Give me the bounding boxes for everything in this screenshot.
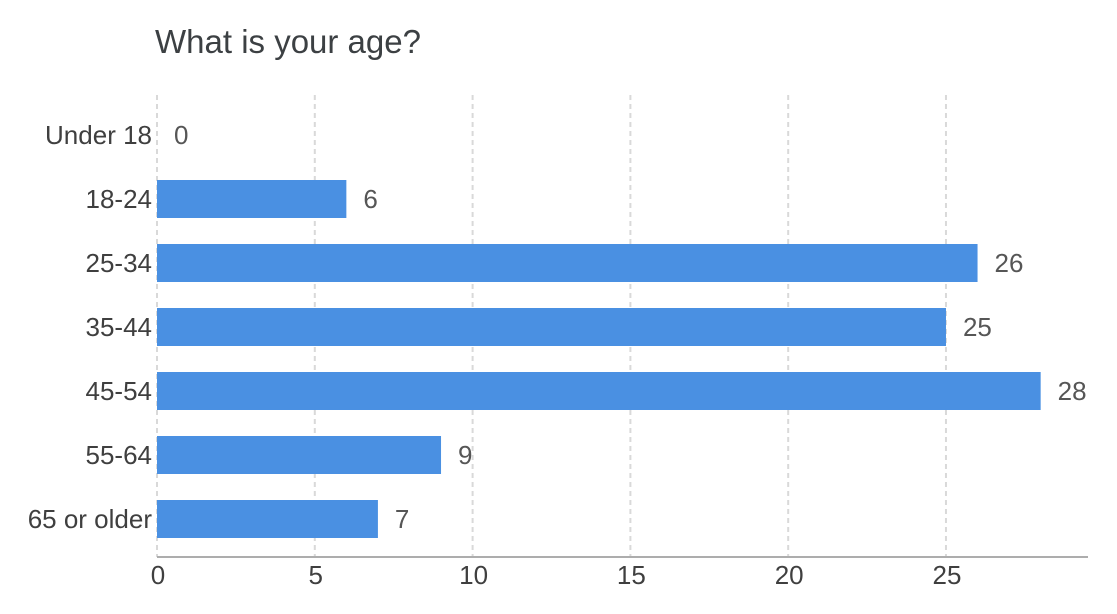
x-tick-label-5: 5 [309, 560, 323, 590]
bar-45-54 [157, 372, 1041, 410]
x-tick-label-15: 15 [617, 560, 646, 590]
value-label-25-34: 26 [995, 248, 1024, 278]
category-label-55-64: 55-64 [86, 440, 153, 470]
x-tick-label-20: 20 [775, 560, 804, 590]
x-tick-label-0: 0 [151, 560, 165, 590]
bar-25-34 [157, 244, 978, 282]
bar-18-24 [157, 180, 347, 218]
bar-35-44 [157, 308, 946, 346]
value-label-45-54: 28 [1058, 376, 1087, 406]
value-label-35-44: 25 [963, 312, 992, 342]
value-label-18-24: 6 [363, 184, 377, 214]
x-tick-label-25: 25 [933, 560, 962, 590]
chart-title: What is your age? [155, 23, 421, 60]
bar-65-or-older [157, 500, 378, 538]
value-label-55-64: 9 [458, 440, 472, 470]
category-label-25-34: 25-34 [86, 248, 153, 278]
category-label-18-24: 18-24 [86, 184, 153, 214]
category-label-65-or-older: 65 or older [28, 504, 153, 534]
value-label-65-or-older: 7 [395, 504, 409, 534]
category-label-35-44: 35-44 [86, 312, 153, 342]
category-label-under-18: Under 18 [45, 120, 152, 150]
x-tick-label-10: 10 [459, 560, 488, 590]
value-label-under-18: 0 [174, 120, 188, 150]
category-label-45-54: 45-54 [86, 376, 153, 406]
bar-55-64 [157, 436, 442, 474]
